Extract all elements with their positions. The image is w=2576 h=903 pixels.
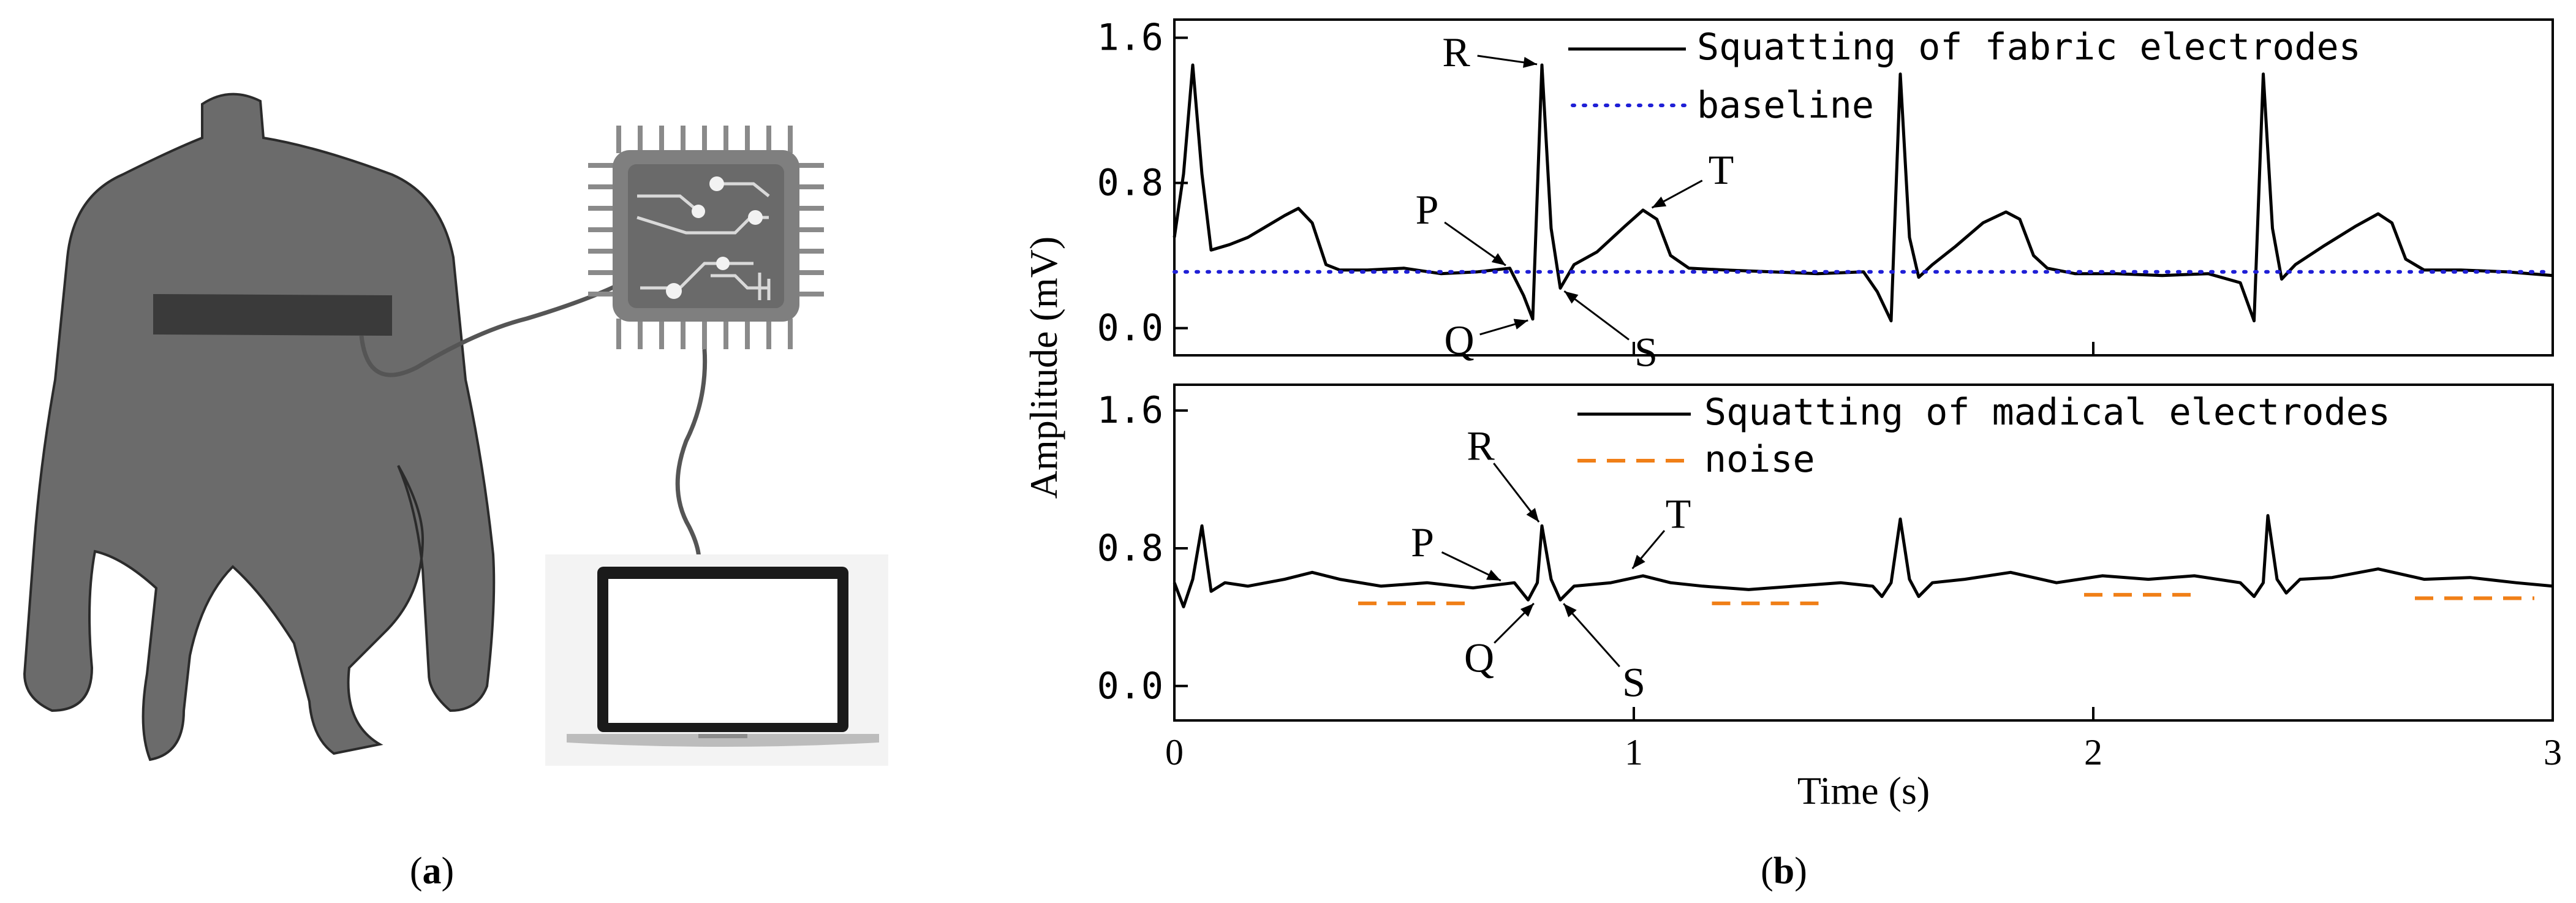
annotation-label-t: T [1709, 146, 1734, 193]
chart-bottom-ticks: 0.0 0.8 1.6 0 1 2 3 [1097, 389, 2562, 773]
chart-top-ticks: 0.0 0.8 1.6 [1097, 17, 2554, 355]
laptop-icon [545, 554, 888, 766]
chart-bottom-series [1173, 514, 2553, 608]
signal-line [1173, 63, 2553, 323]
annotation-label-r: R [1442, 29, 1470, 75]
panel-a-label: (a) [410, 850, 454, 892]
annotation-arrow [1563, 603, 1620, 668]
y-tick-label: 0.8 [1097, 527, 1163, 570]
annotation-arrowhead [1652, 196, 1667, 208]
y-tick-label: 0.0 [1097, 665, 1163, 708]
chart-bottom-annotations: R T P Q S [1411, 422, 1691, 705]
chart-top-annotations: R T P Q S [1416, 29, 1734, 375]
annotation-label-q: Q [1464, 634, 1494, 681]
panel-b-label: (b) [1761, 850, 1807, 892]
chart-top: 0.0 0.8 1.6 R T P Q S Squatting of fabric elec… [1097, 17, 2555, 375]
chart-top-frame [1173, 18, 2554, 357]
panel-b-charts: 0.0 0.8 1.6 R T P Q S Squatting of fabric elec… [1022, 17, 2562, 892]
chart-top-series [1173, 63, 2555, 323]
person-silhouette [23, 93, 496, 761]
annotation-arrowhead [1526, 508, 1539, 523]
legend-bottom-noise-label: noise [1704, 438, 1815, 481]
legend-top-baseline-label: baseline [1697, 84, 1874, 127]
annotation-label-p: P [1411, 519, 1434, 565]
chest-strap [153, 294, 392, 336]
x-tick-label: 3 [2544, 732, 2562, 773]
annotation-label-t: T [1666, 490, 1691, 537]
annotation-arrowhead [1523, 56, 1538, 68]
annotation-label-r: R [1467, 422, 1495, 469]
cable-chip-to-laptop [675, 349, 708, 567]
annotation-arrowhead [1513, 319, 1528, 330]
chart-bottom: 0.0 0.8 1.6 0 1 2 3 R T P Q S Squatting of madical… [1097, 383, 2562, 773]
signal-line [1173, 514, 2553, 608]
annotation-arrowhead [1520, 603, 1534, 617]
chart-bottom-legend: Squatting of madical electrodes noise [1577, 391, 2390, 481]
panel-a-illustration: (a) [23, 93, 888, 892]
chart-bottom-frame [1173, 383, 2554, 722]
annotation-arrowhead [1486, 570, 1501, 581]
x-tick-label: 1 [1625, 732, 1643, 773]
cable-strap-to-chip [359, 279, 626, 377]
annotation-label-s: S [1622, 659, 1645, 705]
legend-bottom-signal-label: Squatting of madical electrodes [1704, 391, 2390, 434]
chart-top-legend: Squatting of fabric electrodes baseline [1568, 26, 2361, 127]
annotation-arrowhead [1491, 253, 1506, 266]
annotation-arrowhead [1563, 603, 1577, 618]
chip-icon [588, 126, 824, 349]
y-tick-label: 1.6 [1097, 17, 1163, 59]
y-tick-label: 0.8 [1097, 162, 1163, 205]
y-tick-label: 0.0 [1097, 307, 1163, 350]
annotation-arrowhead [1632, 554, 1645, 569]
y-axis-label: Amplitude (mV) [1022, 236, 1065, 499]
x-axis-label: Time (s) [1797, 769, 1930, 812]
annotation-label-p: P [1416, 186, 1439, 233]
annotation-label-s: S [1634, 328, 1658, 375]
x-tick-label: 2 [2084, 732, 2102, 773]
annotation-label-q: Q [1444, 317, 1474, 363]
legend-top-signal-label: Squatting of fabric electrodes [1697, 26, 2361, 69]
annotation-arrow [1563, 290, 1630, 341]
y-tick-label: 1.6 [1097, 389, 1163, 432]
annotation-arrowhead [1564, 291, 1579, 304]
x-tick-label: 0 [1165, 732, 1184, 773]
